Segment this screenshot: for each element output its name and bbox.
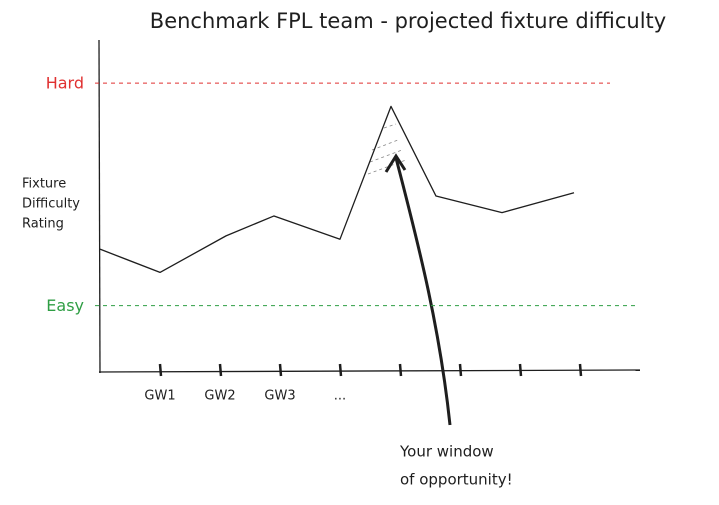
x-axis	[98, 369, 641, 373]
x-tick	[158, 363, 163, 377]
reference-label: Hard	[46, 74, 84, 93]
reference-label: Easy	[46, 296, 84, 315]
x-tick	[278, 363, 283, 377]
x-tick-label: GW1	[144, 389, 175, 404]
data-line	[99, 105, 575, 274]
x-tick	[218, 363, 223, 377]
x-tick	[458, 363, 463, 377]
x-tick	[518, 363, 523, 377]
x-tick	[398, 363, 403, 377]
annotation-arrowhead	[384, 153, 407, 173]
x-tick-label: GW3	[264, 389, 295, 404]
annotation: of opportunity!	[400, 471, 513, 489]
chart-title: Benchmark FPL team - projected fixture d…	[150, 9, 666, 33]
y-axis-label: Rating	[22, 217, 64, 232]
x-tick-label: ...	[334, 389, 346, 404]
annotation: Your window	[399, 443, 494, 461]
y-axis-label: Difficulty	[22, 197, 80, 212]
y-axis-label: Fixture	[22, 177, 66, 192]
y-axis	[98, 39, 101, 374]
x-tick-label: GW2	[204, 389, 235, 404]
x-tick	[338, 363, 343, 377]
x-tick	[578, 363, 583, 377]
annotation-arrow	[394, 157, 452, 426]
hatching	[367, 123, 407, 175]
